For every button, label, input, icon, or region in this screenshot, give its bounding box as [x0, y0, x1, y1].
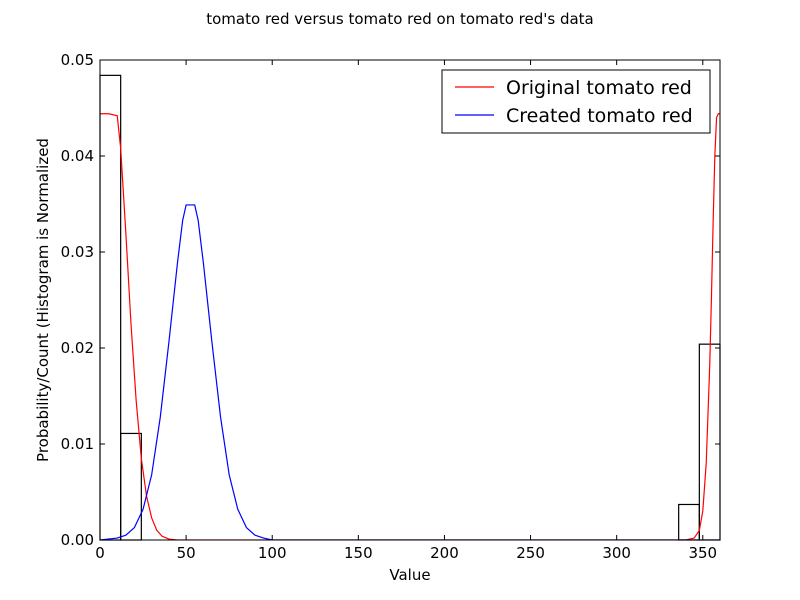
y-tick-label: 0.03 — [61, 243, 94, 261]
x-tick-label: 200 — [430, 544, 459, 562]
legend-label-created: Created tomato red — [506, 105, 693, 127]
y-tick-label: 0.01 — [61, 435, 94, 453]
x-tick-label: 50 — [177, 544, 196, 562]
legend: Original tomato red Created tomato red — [441, 69, 711, 134]
x-tick-label: 300 — [602, 544, 631, 562]
y-axis-label: Probability/Count (Histogram is Normaliz… — [34, 138, 52, 462]
chart-title: tomato red versus tomato red on tomato r… — [206, 10, 594, 28]
x-tick-label: 0 — [95, 544, 105, 562]
series-line-created — [100, 204, 720, 540]
legend-label-original: Original tomato red — [506, 77, 692, 99]
y-tick-label: 0.00 — [61, 531, 94, 549]
y-tick-label: 0.04 — [61, 147, 94, 165]
x-tick-label: 100 — [258, 544, 287, 562]
x-tick-label: 350 — [688, 544, 717, 562]
plot-frame — [99, 59, 721, 541]
y-tick-label: 0.05 — [61, 51, 94, 69]
series-line-original — [100, 113, 720, 540]
y-tick-label: 0.02 — [61, 339, 94, 357]
legend-box — [441, 69, 711, 134]
x-axis-label: Value — [389, 566, 430, 584]
x-tick-label: 250 — [516, 544, 545, 562]
series-layer — [100, 113, 720, 540]
x-tick-label: 150 — [344, 544, 373, 562]
axis-ticks: 0 50 100 150 200 250 300 350 0.00 0.01 0.02 0.03 0.0… — [61, 51, 720, 562]
